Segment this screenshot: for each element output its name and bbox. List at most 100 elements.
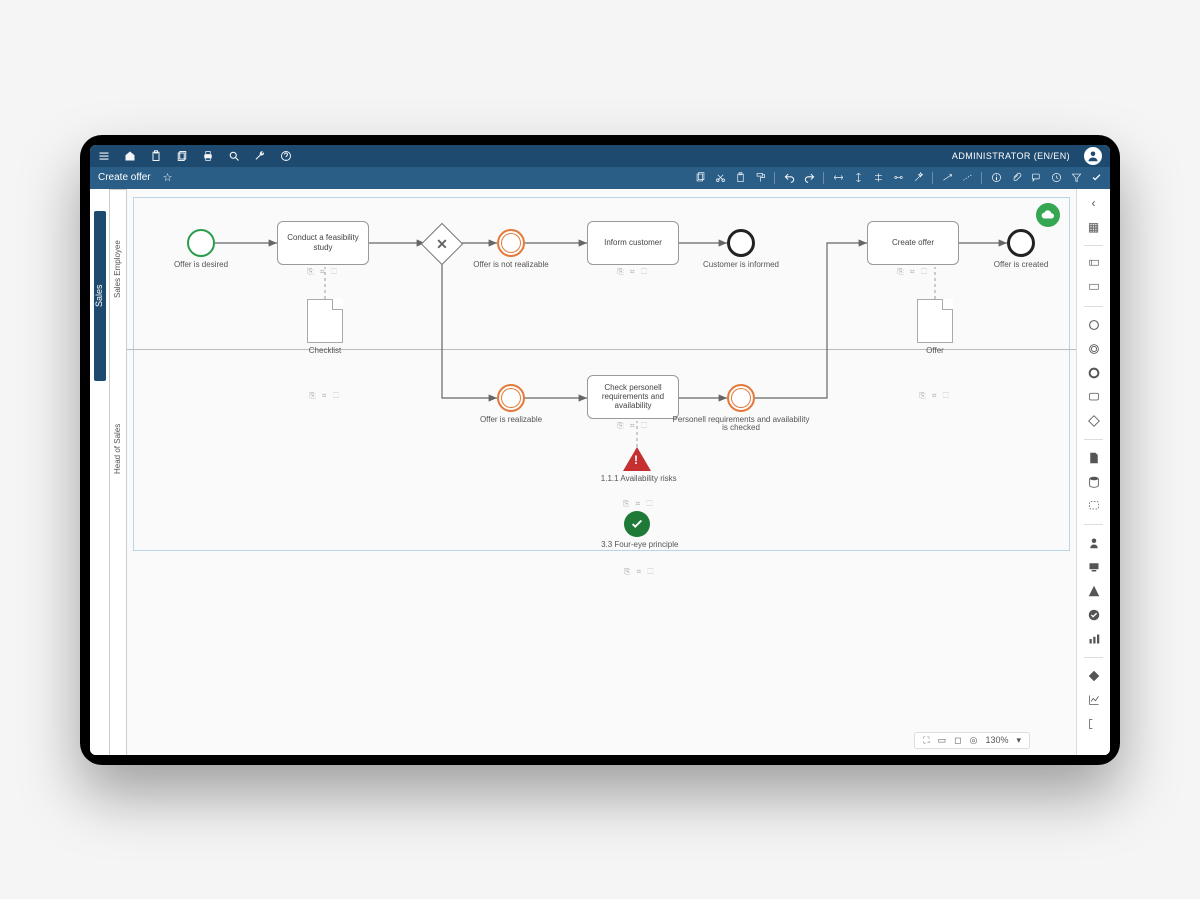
palette-dataobject-icon[interactable] [1086, 450, 1102, 466]
start-event-label: Offer is desired [141, 261, 261, 270]
distribute-icon[interactable] [892, 172, 904, 184]
redo-icon[interactable] [803, 172, 815, 184]
undo-icon[interactable] [783, 172, 795, 184]
vertical-space-icon[interactable] [852, 172, 864, 184]
favorite-star-icon[interactable]: ☆ [163, 171, 173, 184]
palette-grid-icon[interactable]: ▦ [1086, 219, 1102, 235]
task-label: Conduct a feasibility study [282, 233, 364, 251]
fullscreen-icon[interactable]: ⛶ [923, 735, 929, 746]
copy-icon[interactable] [694, 172, 706, 184]
palette-group-icon[interactable] [1086, 498, 1102, 514]
palette-role-icon[interactable] [1086, 535, 1102, 551]
cloud-sync-button[interactable] [1036, 203, 1060, 227]
paste-icon[interactable] [734, 172, 746, 184]
palette-milestone-icon[interactable] [1086, 668, 1102, 684]
pool-header: Sales [90, 189, 110, 755]
attachment-icon[interactable] [1010, 172, 1022, 184]
horizontal-space-icon[interactable] [832, 172, 844, 184]
palette-datastore-icon[interactable] [1086, 474, 1102, 490]
palette-control-icon[interactable] [1086, 607, 1102, 623]
history-icon[interactable] [1050, 172, 1062, 184]
zoom-dropdown-icon[interactable]: ▾ [1016, 735, 1021, 746]
fit-width-icon[interactable]: ▭ [938, 735, 947, 746]
end-event-offer-created[interactable]: Offer is created [1007, 229, 1035, 257]
risk-indicator-icons: ⎘ ⌗ ⬚ [623, 499, 655, 509]
zoom-level[interactable]: 130% [985, 735, 1008, 745]
event-not-realizable[interactable]: Offer is not realizable [497, 229, 525, 257]
doc-indicator-icons: ⎘ ⌗ ⬚ [307, 391, 343, 401]
end-event-label: Offer is created [961, 261, 1076, 270]
palette-intermediate-event-icon[interactable] [1086, 341, 1102, 357]
task-label: Inform customer [604, 238, 662, 247]
document-title: Create offer [98, 172, 151, 183]
association-icon[interactable] [961, 172, 973, 184]
control-indicator-icons: ⎘ ⌗ ⬚ [624, 567, 656, 577]
cut-icon[interactable] [714, 172, 726, 184]
document-offer[interactable]: Offer ⎘ ⌗ ⬚ [917, 299, 953, 401]
task-feasibility-study[interactable]: Conduct a feasibility study ⎘ ⌗ ⬚ [277, 221, 369, 277]
files-icon[interactable] [176, 150, 188, 162]
end-event-label: Customer is informed [681, 261, 801, 270]
home-icon[interactable] [124, 150, 136, 162]
event-label: Offer is realizable [451, 416, 571, 425]
zoom-target-icon[interactable]: ◎ [970, 735, 978, 746]
info-icon[interactable] [990, 172, 1002, 184]
task-label: Check personell requirements and availab… [592, 383, 674, 411]
end-event-customer-informed[interactable]: Customer is informed [727, 229, 755, 257]
document-label: Offer [875, 347, 995, 356]
palette-gateway-icon[interactable] [1086, 413, 1102, 429]
wrench-icon[interactable] [254, 150, 266, 162]
palette-start-event-icon[interactable] [1086, 317, 1102, 333]
palette-risk-icon[interactable] [1086, 583, 1102, 599]
shapes-palette: ‹ ▦ [1076, 189, 1110, 755]
task-check-requirements[interactable]: Check personell requirements and availab… [587, 375, 679, 431]
clipboard-icon[interactable] [150, 150, 162, 162]
palette-collapse-icon[interactable]: ‹ [1086, 195, 1102, 211]
event-realizable[interactable]: Offer is realizable [497, 384, 525, 412]
start-event-offer-desired[interactable]: Offer is desired [187, 229, 215, 257]
document-checklist[interactable]: Checklist ⎘ ⌗ ⬚ [307, 299, 343, 401]
task-indicator-icons: ⎘ ⌗ ⬚ [587, 267, 679, 277]
task-create-offer[interactable]: Create offer ⎘ ⌗ ⬚ [867, 221, 959, 277]
canvas-wrap: Sales Sales Employee Head of Sales [90, 189, 1076, 755]
editor-toolbar: Create offer ☆ [90, 167, 1110, 189]
event-label: Offer is not realizable [451, 261, 571, 270]
view-controls: ⛶ ▭ ◻ ◎ 130% ▾ [914, 732, 1030, 749]
event-requirements-checked[interactable]: Personell requirements and availability … [727, 384, 755, 412]
diagram-canvas[interactable]: Offer is desired Conduct a feasibility s… [127, 189, 1076, 755]
user-avatar[interactable] [1084, 147, 1102, 165]
palette-lane-icon[interactable] [1086, 280, 1102, 296]
palette-kpi-icon[interactable] [1086, 631, 1102, 647]
filter-icon[interactable] [1070, 172, 1082, 184]
lane-sales-employee[interactable]: Sales Employee [109, 189, 126, 349]
sequence-flow-icon[interactable] [941, 172, 953, 184]
user-label: ADMINISTRATOR (EN/EN) [952, 151, 1070, 161]
palette-end-event-icon[interactable] [1086, 365, 1102, 381]
palette-task-icon[interactable] [1086, 389, 1102, 405]
palette-pool-icon[interactable] [1086, 256, 1102, 272]
fit-page-icon[interactable]: ◻ [954, 735, 961, 746]
palette-system-icon[interactable] [1086, 559, 1102, 575]
align-center-icon[interactable] [872, 172, 884, 184]
control-four-eye[interactable]: 3.3 Four-eye principle ⎘ ⌗ ⬚ [624, 511, 656, 577]
titlebar: ADMINISTRATOR (EN/EN) [90, 145, 1110, 167]
print-icon[interactable] [202, 150, 214, 162]
task-inform-customer[interactable]: Inform customer ⎘ ⌗ ⬚ [587, 221, 679, 277]
comments-icon[interactable] [1030, 172, 1042, 184]
task-indicator-icons: ⎘ ⌗ ⬚ [277, 267, 369, 277]
xor-gateway[interactable]: ✕ [427, 229, 457, 259]
search-icon[interactable] [228, 150, 240, 162]
format-painter-icon[interactable] [754, 172, 766, 184]
help-icon[interactable] [280, 150, 292, 162]
lane-headers: Sales Employee Head of Sales [109, 189, 127, 755]
palette-chart-icon[interactable] [1086, 692, 1102, 708]
validate-icon[interactable] [1090, 172, 1102, 184]
task-label: Create offer [892, 238, 934, 247]
risk-availability[interactable]: 1.1.1 Availability risks ⎘ ⌗ ⬚ [623, 447, 655, 509]
pool-label[interactable]: Sales [94, 211, 106, 381]
lane-head-of-sales[interactable]: Head of Sales [109, 349, 126, 549]
palette-annotation-icon[interactable] [1086, 716, 1102, 732]
menu-icon[interactable] [98, 150, 110, 162]
monitor-frame: ADMINISTRATOR (EN/EN) Create offer ☆ [80, 135, 1120, 765]
magic-wand-icon[interactable] [912, 172, 924, 184]
